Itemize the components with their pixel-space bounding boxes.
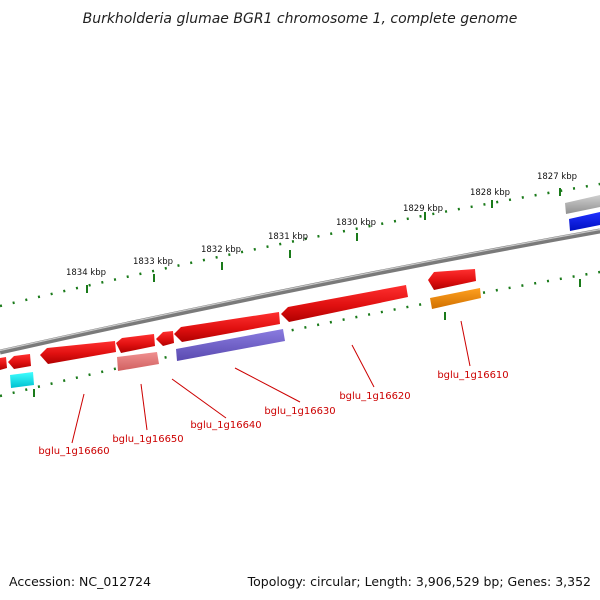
kbp-label-1830: 1830 kbp bbox=[336, 218, 376, 228]
gene-label-bglu_1g16630: bglu_1g16630 bbox=[264, 406, 335, 417]
gene-label-bglu_1g16610: bglu_1g16610 bbox=[437, 370, 508, 381]
kbp-label-1833: 1833 kbp bbox=[133, 257, 173, 267]
gene-label-bglu_1g16660: bglu_1g16660 bbox=[38, 446, 109, 457]
cds-track bbox=[10, 195, 600, 388]
kbp-label-1831: 1831 kbp bbox=[268, 232, 308, 242]
leader-line bbox=[351, 344, 375, 388]
map-title: Burkholderia glumae BGR1 chromosome 1, c… bbox=[83, 11, 518, 27]
cds-bglu_1g16630[interactable] bbox=[176, 329, 285, 361]
gene-bglu_1g16650[interactable] bbox=[116, 334, 155, 353]
cds-unlabeled-gray[interactable] bbox=[565, 195, 600, 214]
kbp-label-1829: 1829 kbp bbox=[403, 204, 443, 214]
kbp-axis: 1827 kbp 1828 kbp 1829 kbp 1830 kbp 1831… bbox=[66, 172, 577, 293]
gene-bglu_1g16610[interactable] bbox=[428, 269, 476, 290]
gene-label-bglu_1g16640: bglu_1g16640 bbox=[190, 420, 261, 431]
topology-text: Topology: circular; Length: 3,906,529 bp… bbox=[247, 574, 591, 589]
kbp-label-1827: 1827 kbp bbox=[537, 172, 577, 182]
gene-unlabeled-b[interactable] bbox=[0, 357, 7, 370]
gene-bglu_1g16620[interactable] bbox=[281, 285, 408, 322]
leader-line bbox=[234, 367, 301, 403]
accession-text: Accession: NC_012724 bbox=[9, 574, 151, 589]
leader-line bbox=[71, 393, 85, 444]
gene-bglu_1g16630[interactable] bbox=[174, 312, 280, 342]
cds-unlabeled-blue[interactable] bbox=[569, 212, 600, 231]
gene-track bbox=[0, 269, 476, 370]
leader-line bbox=[460, 320, 471, 367]
leader-line bbox=[171, 378, 227, 419]
cds-bglu_1g16610[interactable] bbox=[430, 288, 481, 309]
leader-line bbox=[140, 383, 148, 431]
chromosome-backbone bbox=[0, 228, 600, 355]
kbp-label-1834: 1834 kbp bbox=[66, 268, 106, 278]
gene-labels: bglu_1g16610 bglu_1g16620 bglu_1g16630 b… bbox=[38, 370, 508, 457]
cds-unlabeled-cyan[interactable] bbox=[10, 372, 34, 388]
gene-bglu_1g16640[interactable] bbox=[156, 331, 174, 346]
kbp-label-1828: 1828 kbp bbox=[470, 188, 510, 198]
gene-unlabeled-a[interactable] bbox=[8, 354, 31, 369]
gene-bglu_1g16660[interactable] bbox=[40, 341, 116, 364]
gene-label-bglu_1g16620: bglu_1g16620 bbox=[339, 391, 410, 402]
gene-label-bglu_1g16650: bglu_1g16650 bbox=[112, 434, 183, 445]
kbp-label-1832: 1832 kbp bbox=[201, 245, 241, 255]
cds-bglu_1g16650[interactable] bbox=[117, 352, 159, 371]
backbone-highlight bbox=[0, 228, 600, 352]
leader-lines bbox=[71, 320, 471, 444]
